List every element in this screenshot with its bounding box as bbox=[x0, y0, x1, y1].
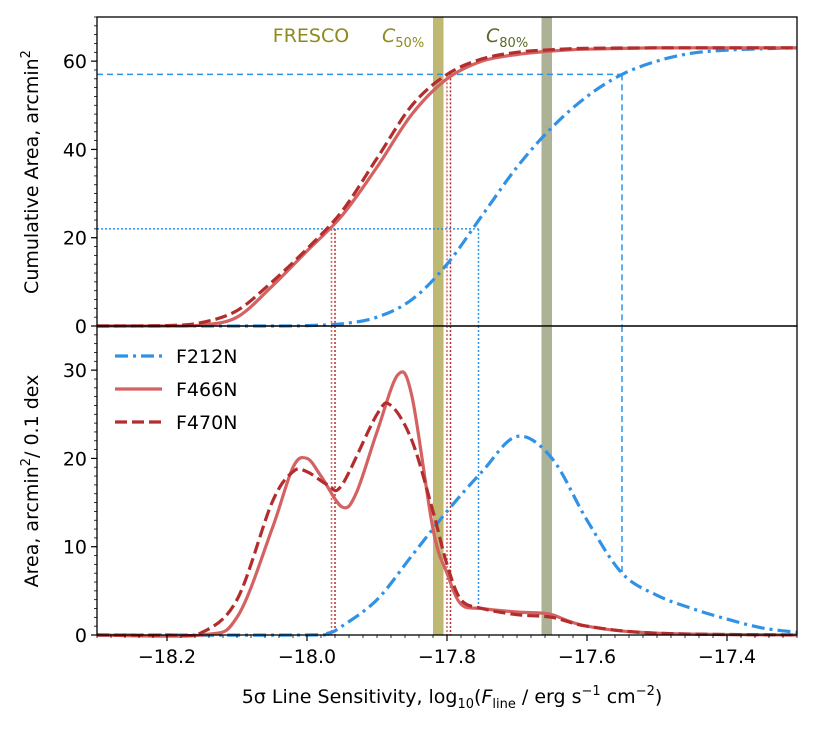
bottom-series-f470n bbox=[96, 401, 798, 638]
xtick-label-3: −17.6 bbox=[558, 646, 616, 668]
top-series-f470n bbox=[96, 46, 797, 328]
xlabel: 5σ Line Sensitivity, log10(Fline / erg s… bbox=[242, 684, 663, 712]
bottom-ytick-label-0: 0 bbox=[75, 625, 87, 647]
c50-label: C50% bbox=[382, 25, 424, 51]
top-vertical-spans bbox=[433, 17, 552, 326]
c50-subscript: 50% bbox=[395, 36, 424, 51]
xtick-label-2: −17.8 bbox=[418, 646, 476, 668]
bottom-series-f212n bbox=[96, 434, 798, 637]
top-ytick-label-1: 20 bbox=[63, 228, 87, 250]
xtick-label-0: −18.2 bbox=[138, 646, 196, 668]
bottom-ytick-label-2: 20 bbox=[63, 448, 87, 470]
bottom-vertical-spans bbox=[433, 326, 552, 635]
bottom-ylabel: Area, arcmin2/ 0.1 dex bbox=[19, 375, 43, 588]
bottom-reference-lines bbox=[330, 326, 623, 635]
fresco-label: FRESCO bbox=[273, 25, 349, 47]
top-span-2 bbox=[541, 17, 552, 326]
bottom-span-0 bbox=[433, 326, 444, 635]
top-ytick-label-0: 0 bbox=[75, 316, 87, 338]
bottom-ytick-label-1: 10 bbox=[63, 537, 87, 559]
top-ytick-label-2: 40 bbox=[63, 139, 87, 161]
bottom-ylabel-sup: 2 bbox=[19, 458, 34, 466]
bottom-series-f466n bbox=[96, 370, 798, 638]
top-axes: 0 20 40 60 bbox=[63, 16, 798, 338]
bottom-series-lines bbox=[96, 370, 798, 638]
top-ytick-label-3: 60 bbox=[63, 51, 87, 73]
xtick-label-1: −18.0 bbox=[278, 646, 336, 668]
top-span-0 bbox=[433, 17, 444, 326]
top-ylabel-sup: 2 bbox=[19, 50, 34, 58]
top-ylabel: Cumulative Area, arcmin2 bbox=[19, 50, 43, 294]
legend: F212N F466N F470N bbox=[115, 346, 237, 434]
bottom-span-2 bbox=[541, 326, 552, 635]
bottom-ylabel-tail: / 0.1 dex bbox=[21, 375, 43, 458]
xtick-label-4: −17.4 bbox=[698, 646, 756, 668]
c80-subscript: 80% bbox=[499, 36, 528, 51]
bottom-axes: 0 10 20 30 −18.2 −18.0 −17.8 −17.6 −17.4 bbox=[63, 325, 798, 668]
c80-label: C80% bbox=[486, 25, 528, 51]
bottom-frame bbox=[96, 325, 798, 636]
legend-label-f212n: F212N bbox=[176, 346, 237, 368]
top-reference-lines bbox=[97, 73, 623, 326]
legend-label-f470n: F470N bbox=[176, 412, 237, 434]
bottom-ytick-label-3: 30 bbox=[63, 360, 87, 382]
legend-label-f466n: F466N bbox=[176, 379, 237, 401]
